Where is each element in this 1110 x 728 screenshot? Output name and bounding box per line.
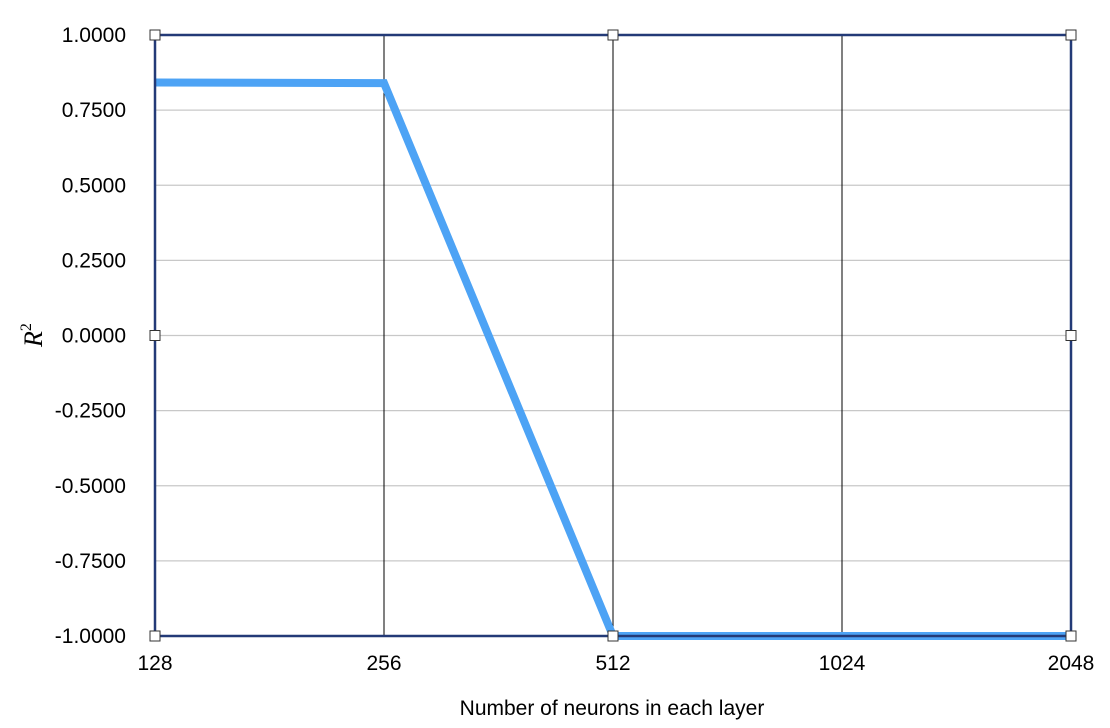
y-tick-label: 0.2500 [62, 249, 126, 272]
y-tick-label: -1.0000 [55, 625, 126, 648]
y-tick-label: 1.0000 [62, 24, 126, 47]
x-tick-label: 256 [366, 652, 401, 675]
resize-handle[interactable] [1065, 29, 1077, 41]
resize-handle[interactable] [1065, 630, 1077, 642]
y-tick-label: 0.7500 [62, 99, 126, 122]
x-tick-label: 1024 [819, 652, 866, 675]
y-tick-label: 0.5000 [62, 174, 126, 197]
y-tick-labels: 1.0000 0.7500 0.5000 0.2500 0.0000 -0.2500 -0.… [55, 24, 126, 648]
selection-handles [149, 29, 1077, 642]
resize-handle[interactable] [149, 630, 161, 642]
resize-handle[interactable] [607, 29, 619, 41]
x-axis-title: Number of neurons in each layer [460, 697, 765, 720]
x-tick-labels: 128 256 512 1024 2048 [137, 652, 1094, 675]
x-tick-label: 2048 [1048, 652, 1095, 675]
y-axis-title-main: R [19, 331, 48, 348]
y-tick-label: -0.7500 [55, 550, 126, 573]
resize-handle[interactable] [149, 330, 161, 341]
x-tick-label: 512 [595, 652, 630, 675]
y-axis-title: R2 [18, 323, 48, 348]
y-tick-label: -0.5000 [55, 475, 126, 498]
resize-handle[interactable] [607, 630, 619, 642]
resize-handle[interactable] [149, 29, 161, 41]
y-tick-label: -0.2500 [55, 400, 126, 423]
y-axis-title-superscript: 2 [18, 323, 35, 331]
grid [155, 34, 1071, 637]
x-tick-label: 128 [137, 652, 172, 675]
resize-handle[interactable] [1065, 330, 1077, 341]
y-tick-label: 0.0000 [62, 325, 126, 348]
